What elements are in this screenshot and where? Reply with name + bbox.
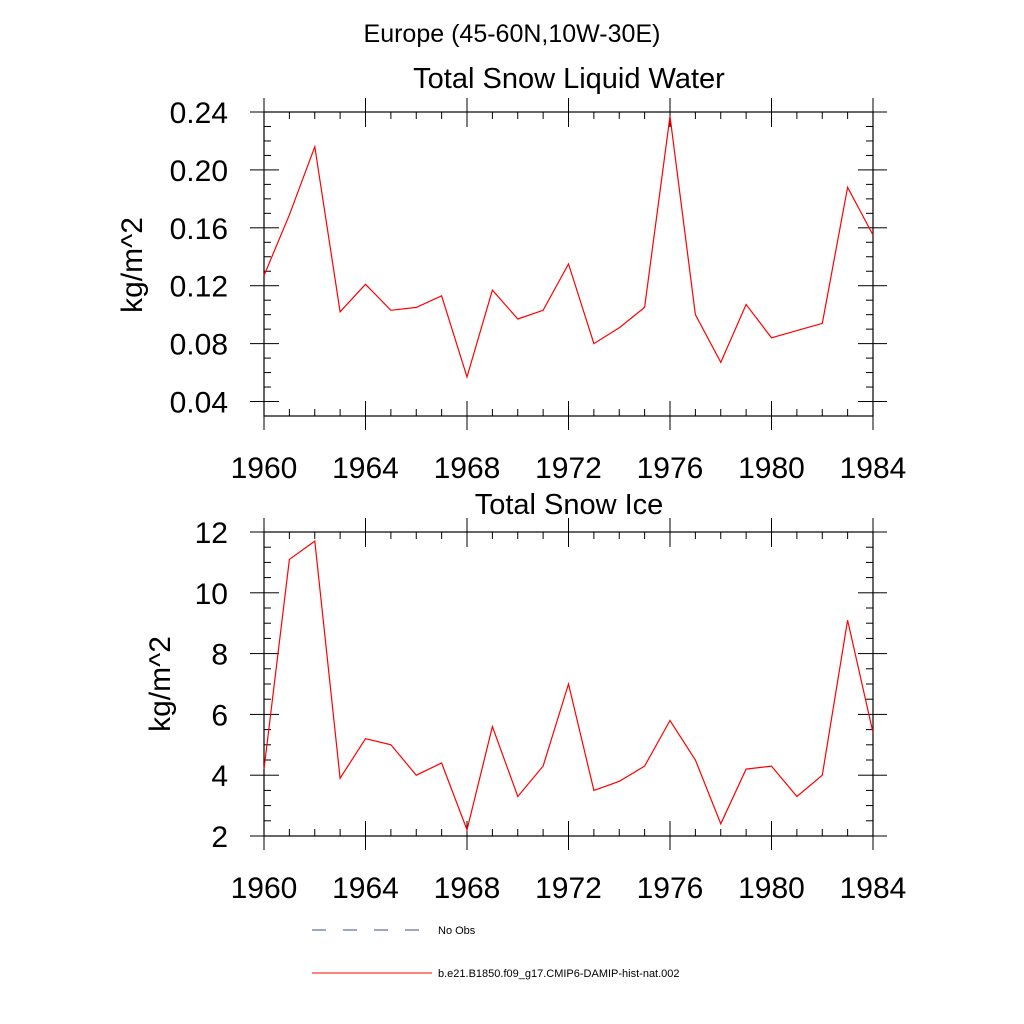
- y-tick-label: 0.08: [170, 329, 228, 362]
- y-tick-label: 4: [211, 760, 228, 793]
- y-tick-label: 0.12: [170, 271, 228, 304]
- axis-ticks: 1960 1964 1968 1972 1976 1980 1984 0.04 0.08 0.12…: [170, 97, 907, 485]
- x-tick-label: 1984: [840, 452, 907, 485]
- panel-snow-ice: Total Snow Ice kg/m^2 1960 1964 1968 1972 19…: [144, 489, 906, 905]
- y-tick-label: 10: [195, 578, 228, 611]
- series-group: [263, 116, 874, 379]
- y-tick-label: 0.20: [170, 155, 228, 188]
- x-tick-label: 1980: [738, 872, 805, 905]
- legend-label-model: b.e21.B1850.f09_g17.CMIP6-DAMIP-hist-nat…: [438, 968, 680, 980]
- series-line: [263, 540, 874, 832]
- x-tick-label: 1960: [231, 452, 298, 485]
- x-tick-label: 1968: [434, 452, 501, 485]
- y-tick-label: 8: [211, 639, 228, 672]
- x-tick-label: 1976: [637, 452, 704, 485]
- x-tick-label: 1960: [231, 872, 298, 905]
- y-tick-label: 6: [211, 699, 228, 732]
- x-tick-label: 1980: [738, 452, 805, 485]
- series-line: [263, 116, 874, 379]
- x-tick-label: 1964: [332, 872, 399, 905]
- x-tick-label: 1964: [332, 452, 399, 485]
- axis-ticks: 1960 1964 1968 1972 1976 1980 1984 2 4 6 8 10 12: [195, 517, 907, 905]
- y-tick-label: 0.04: [170, 387, 228, 420]
- y-tick-label: 0.24: [170, 97, 228, 130]
- panel-title: Total Snow Liquid Water: [413, 63, 725, 95]
- legend: No Obs b.e21.B1850.f09_g17.CMIP6-DAMIP-h…: [312, 925, 680, 980]
- y-axis-label: kg/m^2: [116, 217, 149, 313]
- x-tick-label: 1972: [535, 452, 602, 485]
- series-group: [263, 540, 874, 832]
- y-axis-label: kg/m^2: [144, 636, 177, 732]
- panel-title: Total Snow Ice: [475, 489, 664, 521]
- x-tick-label: 1984: [840, 872, 907, 905]
- legend-label-no-obs: No Obs: [438, 925, 476, 937]
- y-tick-label: 12: [195, 517, 228, 550]
- y-tick-label: 0.16: [170, 213, 228, 246]
- x-tick-label: 1972: [535, 872, 602, 905]
- x-tick-label: 1976: [637, 872, 704, 905]
- x-tick-label: 1968: [434, 872, 501, 905]
- panel-snow-liquid-water: Total Snow Liquid Water kg/m^2 1960 1964 1…: [116, 63, 906, 485]
- figure-title: Europe (45-60N,10W-30E): [364, 20, 661, 48]
- y-tick-label: 2: [211, 821, 228, 854]
